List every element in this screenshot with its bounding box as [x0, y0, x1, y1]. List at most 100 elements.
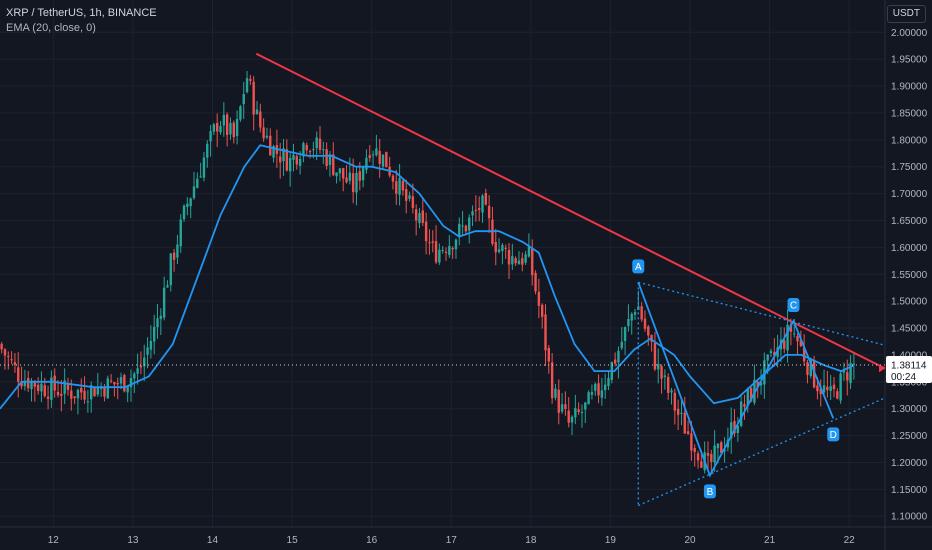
candle	[564, 391, 567, 416]
candle	[534, 270, 537, 295]
candle-body	[521, 258, 524, 265]
candle-body	[773, 352, 776, 356]
candle-body	[690, 433, 693, 451]
candle-body	[653, 343, 657, 370]
candle	[219, 120, 222, 135]
candle-body	[587, 392, 590, 405]
candle	[597, 374, 600, 404]
candle-body	[434, 241, 438, 263]
candle-body	[86, 401, 90, 403]
candle	[504, 244, 507, 259]
candle-body	[720, 442, 723, 453]
candle-body	[484, 193, 488, 205]
pattern-point-a[interactable]: A	[632, 259, 645, 274]
candle-body	[169, 253, 172, 286]
candle-body	[580, 411, 584, 413]
candle	[355, 166, 358, 206]
candle	[454, 238, 458, 259]
pattern-label-text: C	[790, 301, 797, 312]
candle	[706, 441, 710, 471]
pattern-label-box	[787, 298, 800, 313]
candle-body	[66, 382, 70, 390]
candle	[428, 229, 431, 255]
candle-body	[395, 181, 398, 194]
candle	[23, 369, 27, 391]
candle	[302, 141, 305, 163]
candle	[83, 376, 86, 404]
candle	[448, 234, 451, 258]
candle	[202, 152, 206, 182]
candle-body	[332, 154, 335, 176]
candle-body	[497, 249, 501, 253]
candle	[560, 393, 564, 414]
ema-indicator-label[interactable]: EMA (20, close, 0)	[6, 22, 96, 34]
candle	[570, 415, 574, 436]
candle-body	[623, 327, 627, 341]
candle	[511, 243, 514, 271]
candle	[182, 204, 186, 222]
candle-body	[139, 365, 143, 368]
candle-body	[554, 388, 557, 398]
candle-body	[229, 122, 232, 135]
candle	[497, 238, 501, 254]
candle-body	[385, 151, 388, 168]
candle	[514, 256, 517, 267]
candle-body	[312, 149, 315, 151]
candle	[209, 125, 212, 157]
candle	[156, 304, 159, 339]
candle-body	[408, 195, 411, 199]
candle	[3, 348, 7, 370]
candle	[494, 228, 497, 266]
candle	[7, 351, 10, 370]
date-tick-label: 22	[844, 535, 856, 546]
candle	[666, 373, 670, 400]
candle	[444, 247, 448, 261]
candle-body	[36, 384, 40, 391]
candle-body	[842, 370, 846, 373]
candle-body	[192, 186, 196, 199]
candle-body	[577, 409, 580, 413]
currency-button[interactable]: USDT	[886, 5, 926, 23]
candle	[836, 388, 839, 400]
candle-body	[574, 408, 577, 418]
candle-body	[816, 385, 819, 392]
candle	[80, 378, 83, 400]
candle-body	[89, 385, 93, 400]
candle	[424, 212, 428, 255]
candle-body	[285, 149, 289, 171]
candle-body	[159, 315, 163, 320]
candle	[20, 366, 23, 390]
candle-body	[706, 452, 710, 456]
candle	[405, 179, 408, 214]
candle-body	[279, 156, 282, 163]
candle	[657, 348, 660, 384]
candle-body	[342, 168, 345, 179]
candle-body	[76, 389, 80, 399]
candle-body	[63, 380, 66, 394]
candle	[361, 166, 365, 188]
candle	[729, 407, 733, 454]
candle	[368, 145, 371, 162]
pattern-point-c[interactable]: C	[787, 298, 800, 313]
price-tick-label: 1.85000	[891, 108, 928, 119]
candle	[176, 234, 179, 264]
candle-body	[143, 357, 146, 367]
pattern-point-b[interactable]: B	[703, 484, 716, 499]
candle-body	[162, 287, 166, 318]
candle-body	[53, 375, 56, 391]
candle	[259, 103, 262, 133]
candle-body	[206, 143, 209, 158]
candle-body	[531, 248, 534, 276]
candle-body	[471, 211, 474, 216]
candle-body	[325, 149, 328, 166]
pattern-point-d[interactable]: D	[827, 427, 840, 442]
candle-body	[113, 382, 116, 385]
candle	[501, 242, 504, 265]
candle-body	[262, 127, 265, 139]
candle-body	[696, 453, 700, 461]
candle	[474, 195, 478, 222]
candle	[265, 127, 269, 140]
candle-body	[756, 381, 759, 388]
candle	[146, 337, 149, 369]
